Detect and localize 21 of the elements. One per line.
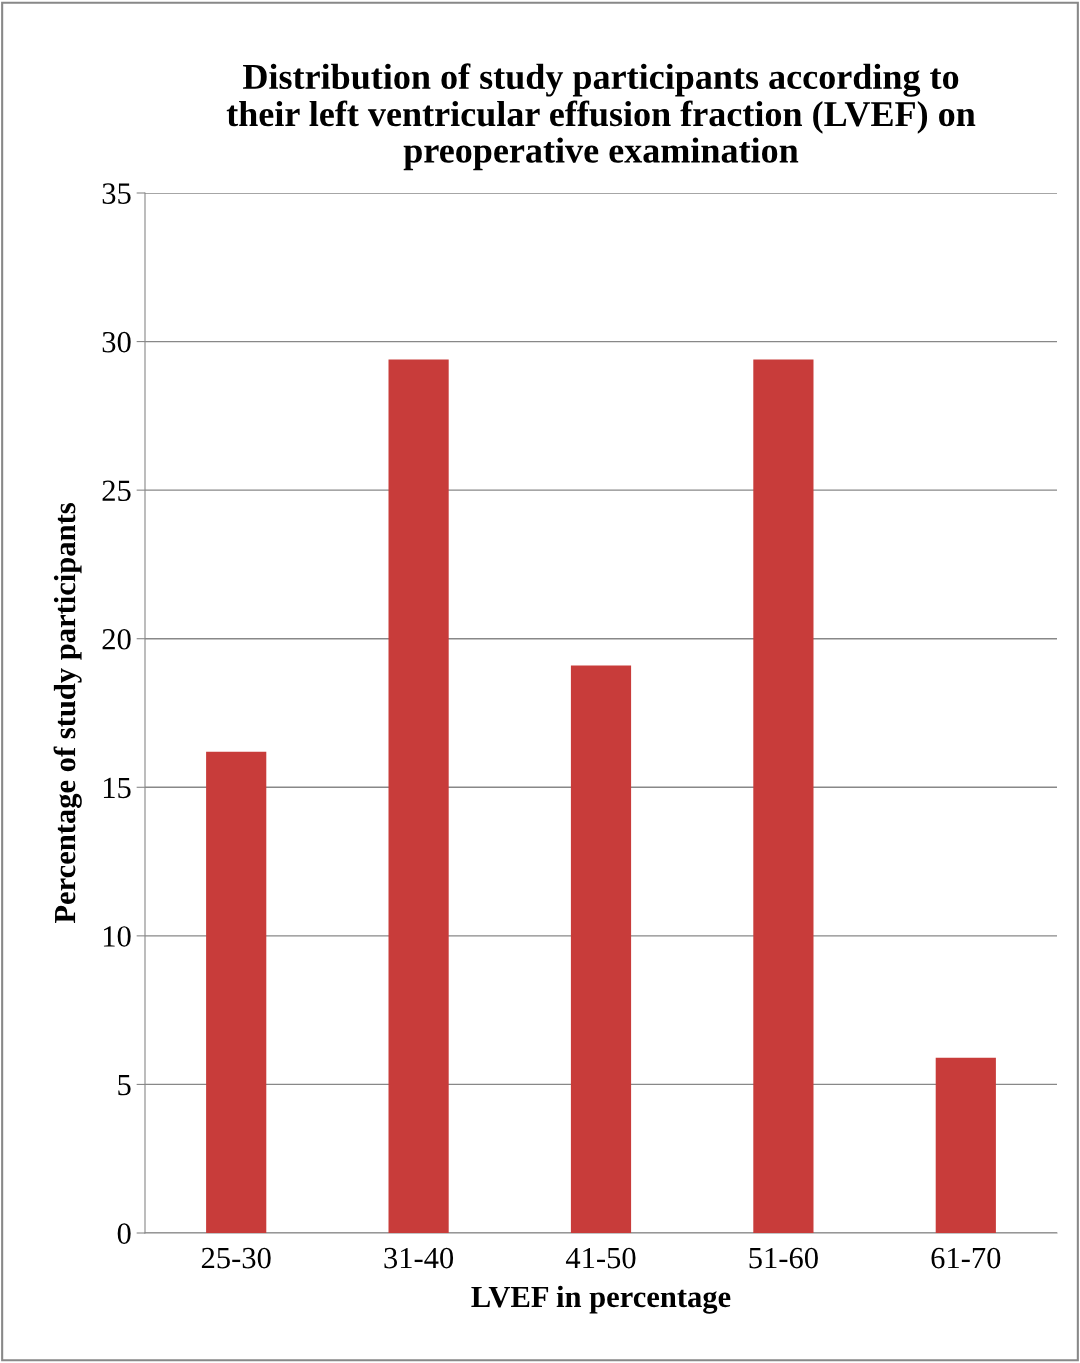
x-tick-label: 41-50 — [565, 1247, 636, 1269]
y-tick-label: 15 — [103, 777, 131, 799]
bar — [570, 665, 632, 1233]
bar — [206, 751, 267, 1233]
y-tick-label: 5 — [118, 1075, 131, 1096]
y-tick-label: 0 — [117, 1223, 131, 1244]
x-tick-label: 61-70 — [931, 1247, 1001, 1269]
y-axis-title: Percentage of study participants — [53, 503, 82, 924]
x-tick-label: 25-30 — [201, 1247, 271, 1269]
bar — [388, 359, 449, 1233]
y-tick-label: 25 — [102, 480, 131, 502]
y-tick-label: 20 — [102, 629, 131, 650]
y-tick-label: 35 — [102, 183, 131, 204]
y-tick-label: 10 — [103, 926, 131, 947]
bar — [753, 359, 814, 1233]
x-tick-label: 31-40 — [384, 1247, 454, 1269]
x-tick-label: 51-60 — [749, 1247, 818, 1269]
chart-title: Distribution of study participants according to their left ventricular effusion fraction (LVEF) on preoperative examination — [226, 63, 976, 171]
y-tick-label: 30 — [102, 331, 131, 353]
x-axis-title: LVEF in percentage — [471, 1285, 731, 1314]
bar — [935, 1057, 996, 1233]
